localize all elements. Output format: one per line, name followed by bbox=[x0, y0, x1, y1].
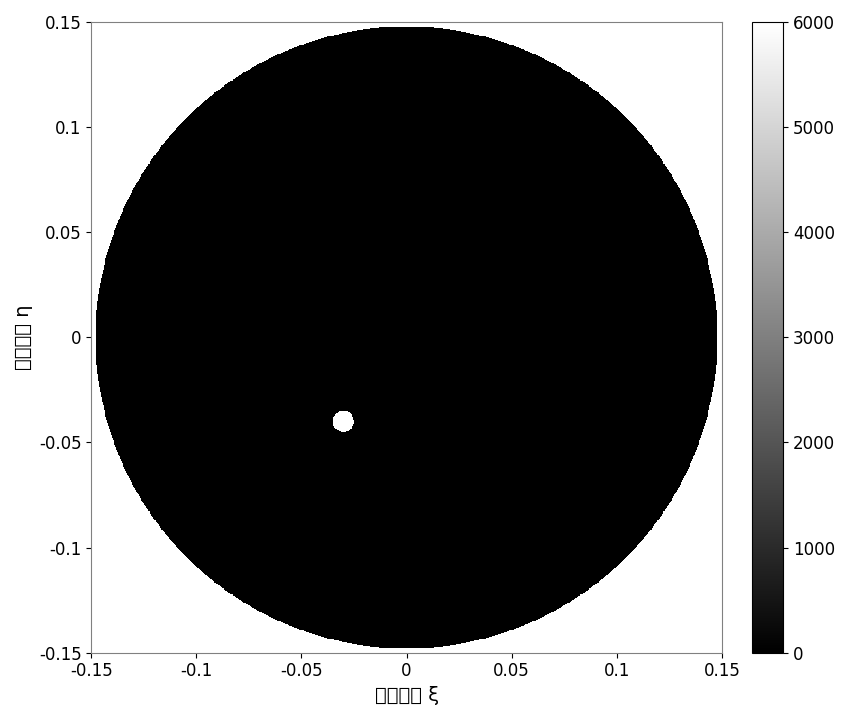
Y-axis label: 方向余弦 η: 方向余弦 η bbox=[14, 305, 33, 370]
X-axis label: 方向余弦 ξ: 方向余弦 ξ bbox=[375, 686, 439, 705]
